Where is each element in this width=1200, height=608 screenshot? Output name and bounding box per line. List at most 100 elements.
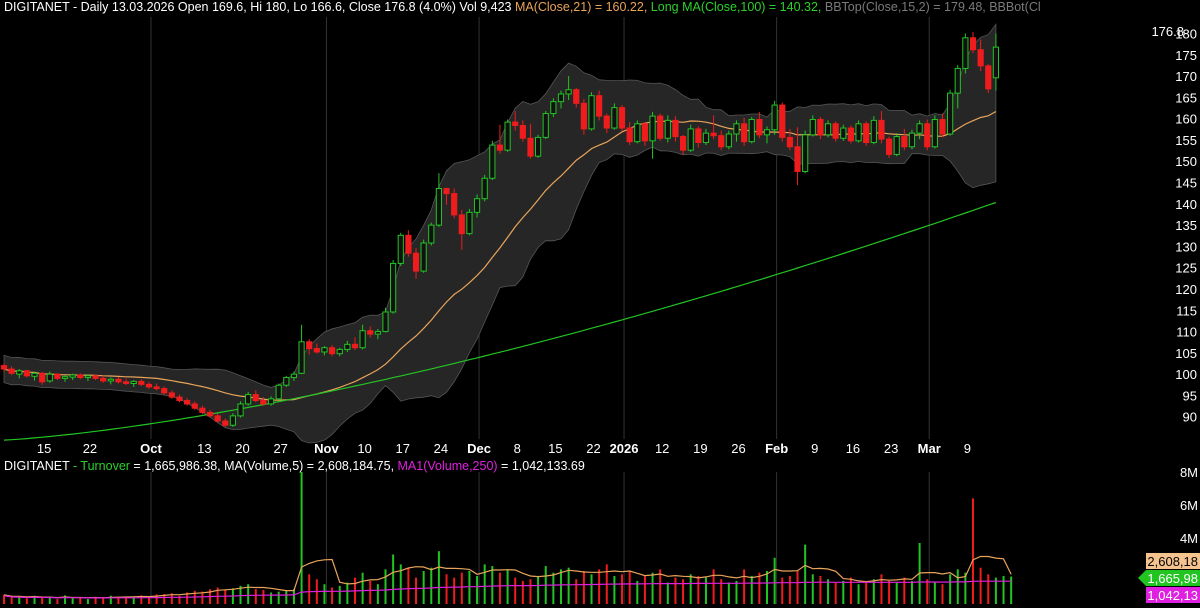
candle-body (512, 121, 519, 126)
candle-body (824, 123, 832, 136)
candle-body (557, 93, 565, 103)
candle-body (855, 123, 862, 142)
volume-bar (659, 569, 662, 604)
candle-body (61, 376, 69, 379)
candle-body (336, 348, 343, 355)
volume-bar (338, 585, 341, 604)
ma21-legend: MA(Close,21) = 160.22, (514, 0, 651, 14)
x-tick-label: 9 (811, 441, 818, 456)
volume-bar (766, 571, 768, 604)
candle-body (649, 115, 656, 142)
y-tick-label: 145 (1175, 176, 1197, 191)
candle-body (184, 400, 191, 405)
y-tick-label: 165 (1175, 90, 1197, 105)
ma5-value-tag: 2,608,18 (1147, 554, 1198, 569)
turnover-value-tag-bg (1146, 570, 1200, 586)
candle-body (16, 370, 23, 375)
candle-body (451, 193, 458, 216)
candle-body (878, 119, 885, 140)
candle-body (107, 378, 114, 382)
volume-bar (186, 592, 189, 604)
candle-body (138, 380, 145, 385)
volume-bar (369, 580, 372, 604)
volume-y-tick-label: 6M (1180, 498, 1198, 513)
volume-bar (109, 595, 112, 604)
candle-body (741, 123, 748, 143)
volume-bar (64, 595, 67, 604)
candle-body (435, 187, 443, 226)
volume-bar (651, 572, 654, 604)
candle-body (153, 386, 160, 390)
volume-bar (888, 580, 891, 604)
candle-body (885, 138, 893, 155)
y-tick-label: 105 (1175, 346, 1197, 361)
volume-bar (743, 569, 746, 604)
volume-bar (880, 574, 883, 604)
volume-bar (827, 579, 830, 604)
candle-body (428, 224, 435, 244)
candle-body (771, 104, 778, 131)
candle-body (527, 137, 534, 157)
candle-body (84, 375, 92, 379)
y-tick-label: 90 (1183, 410, 1197, 425)
x-tick-label: 23 (884, 441, 898, 456)
volume-bar (758, 572, 761, 604)
volume-bar (460, 572, 463, 604)
volume-bar (437, 551, 440, 604)
candle-body (466, 211, 473, 235)
volume-bar (3, 594, 5, 604)
volume-bar (277, 591, 280, 604)
volume-bar (788, 575, 791, 604)
volume-bar (643, 575, 646, 604)
y-tick-label: 120 (1175, 282, 1197, 297)
candle-body (359, 330, 366, 349)
volume-bar (773, 557, 776, 604)
ma250-value-tag: 1,042,13 (1147, 588, 1198, 603)
volume-bar (537, 575, 540, 604)
candle-body (130, 380, 137, 385)
volume-bar (331, 587, 334, 604)
volume-bar (102, 597, 105, 604)
candle-body (870, 119, 877, 144)
volume-bar (415, 577, 418, 604)
candle-body (412, 252, 420, 272)
volume-bar (933, 582, 936, 604)
volume-bar (56, 599, 59, 604)
volume-bar (804, 544, 807, 604)
candle-body (46, 373, 53, 382)
candle-body (328, 347, 336, 355)
volume-bar (86, 599, 89, 604)
y-tick-label: 155 (1175, 133, 1197, 148)
volume-bar (521, 580, 524, 604)
volume-bar (506, 569, 509, 604)
candle-body (313, 348, 320, 353)
candle-body (23, 370, 30, 377)
value-tags: 176.8 2,608,18 1,665,98 1,042,13 (1138, 24, 1200, 603)
volume-bar (270, 592, 273, 604)
volume-bar (704, 577, 707, 604)
volume-bar (697, 575, 700, 604)
volume-bar (590, 574, 593, 604)
x-tick-label: 17 (396, 441, 410, 456)
x-tick-label: Mar (918, 441, 941, 456)
candle-body (817, 119, 824, 136)
volume-bar (399, 564, 402, 604)
volume-bar (346, 582, 349, 604)
volume-bar (132, 597, 135, 604)
candle-body (725, 133, 732, 148)
candle-body (779, 104, 786, 138)
candle-body (115, 378, 122, 383)
candle-body (977, 49, 984, 67)
candle-body (985, 65, 992, 90)
candle-body (69, 374, 76, 378)
ma5-legend: MA(Volume,5) = 2,608,184.75, (224, 459, 398, 473)
x-tick-label: 24 (434, 441, 448, 456)
y-tick-label: 100 (1175, 367, 1197, 382)
volume-bar (224, 589, 227, 604)
y-tick-label: 125 (1175, 261, 1197, 276)
volume-ma-lines (3, 555, 1012, 599)
volume-bar (972, 498, 975, 604)
candle-body (298, 341, 305, 374)
volume-bar (392, 554, 395, 604)
